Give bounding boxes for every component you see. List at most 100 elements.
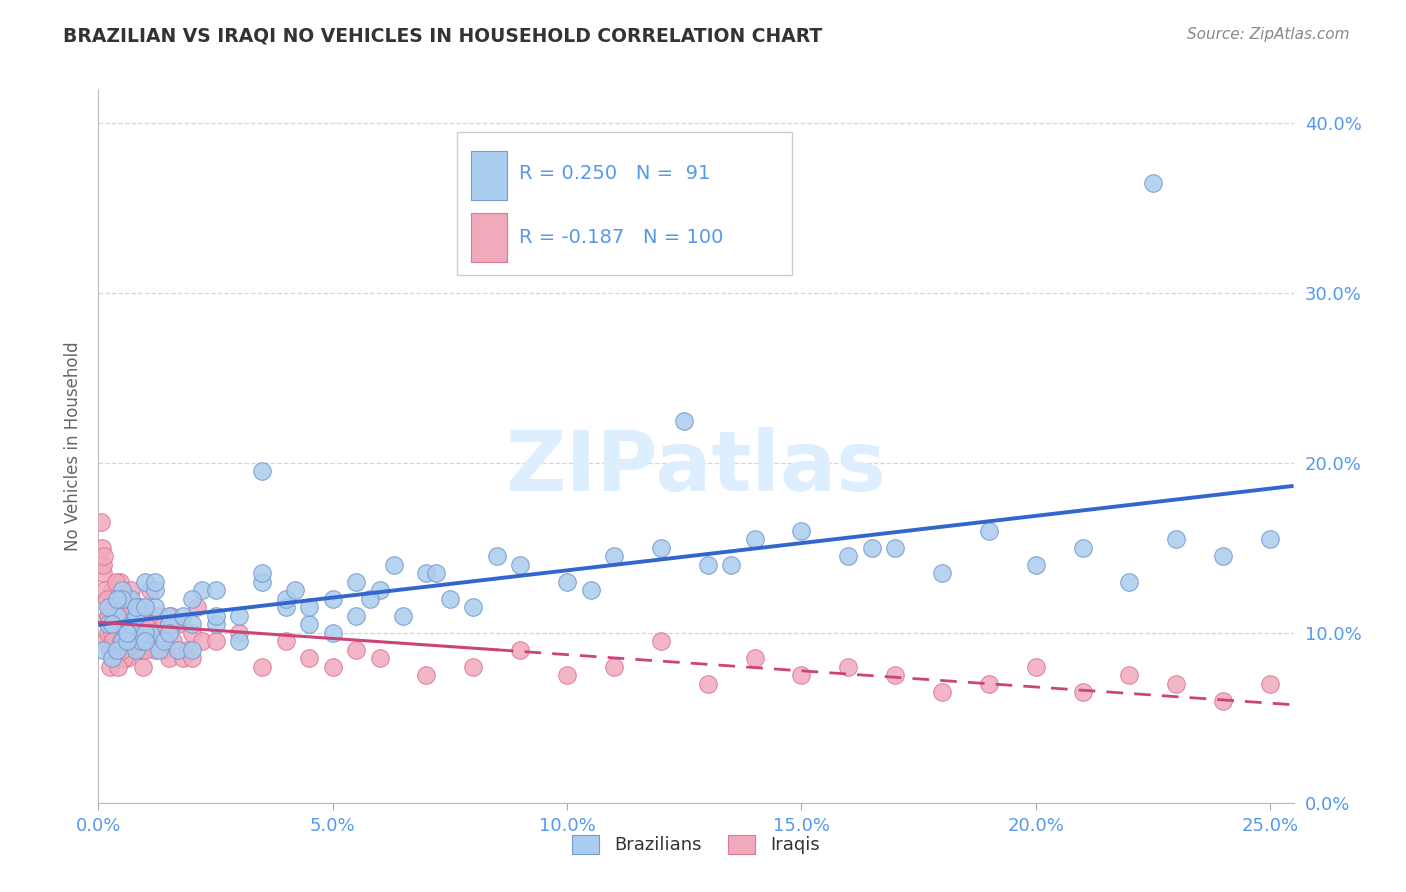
- Point: [97, 608, 120, 623]
- Point: [1025, 660, 1047, 674]
- Point: [1118, 668, 1140, 682]
- Point: [101, 651, 124, 665]
- Point: [160, 608, 183, 623]
- Point: [931, 566, 953, 581]
- Point: [344, 574, 367, 589]
- Point: [101, 617, 124, 632]
- Point: [157, 617, 180, 632]
- Point: [162, 634, 184, 648]
- Point: [104, 617, 127, 632]
- Point: [153, 643, 176, 657]
- Point: [96, 591, 118, 606]
- Point: [744, 651, 766, 665]
- Point: [127, 608, 149, 623]
- Point: [94, 583, 117, 598]
- Point: [157, 608, 180, 623]
- Point: [176, 643, 198, 657]
- Point: [252, 566, 274, 581]
- Point: [153, 634, 176, 648]
- Point: [91, 541, 114, 555]
- Point: [204, 583, 226, 598]
- Point: [105, 591, 128, 606]
- Point: [143, 643, 166, 657]
- Point: [228, 634, 250, 648]
- Point: [111, 591, 134, 606]
- Point: [344, 608, 367, 623]
- Point: [322, 626, 344, 640]
- Point: [252, 574, 274, 589]
- Point: [97, 600, 120, 615]
- Point: [392, 608, 415, 623]
- Point: [153, 617, 176, 632]
- Point: [111, 600, 134, 615]
- Point: [90, 516, 112, 530]
- FancyBboxPatch shape: [471, 152, 508, 200]
- Point: [111, 591, 134, 606]
- Point: [322, 591, 344, 606]
- Point: [884, 668, 907, 682]
- Point: [252, 465, 274, 479]
- Point: [931, 685, 953, 699]
- Point: [555, 574, 578, 589]
- Point: [1142, 176, 1164, 190]
- Point: [97, 617, 120, 632]
- Point: [190, 583, 212, 598]
- Point: [157, 626, 180, 640]
- Point: [105, 574, 128, 589]
- Y-axis label: No Vehicles in Household: No Vehicles in Household: [65, 341, 83, 551]
- Point: [696, 677, 718, 691]
- Point: [252, 660, 274, 674]
- Point: [111, 634, 134, 648]
- Point: [603, 549, 626, 564]
- Point: [125, 608, 148, 623]
- Point: [134, 643, 156, 657]
- Point: [673, 413, 696, 427]
- Point: [274, 600, 297, 615]
- Point: [101, 583, 124, 598]
- Point: [118, 626, 141, 640]
- Point: [132, 643, 155, 657]
- Point: [1025, 558, 1047, 572]
- Point: [111, 643, 134, 657]
- Point: [1166, 533, 1188, 547]
- Point: [101, 617, 124, 632]
- Point: [100, 626, 122, 640]
- Point: [509, 558, 531, 572]
- Point: [167, 643, 190, 657]
- Point: [186, 600, 208, 615]
- Point: [204, 608, 226, 623]
- Text: R = -0.187   N = 100: R = -0.187 N = 100: [519, 228, 724, 247]
- Point: [125, 600, 148, 615]
- Point: [181, 617, 204, 632]
- Point: [425, 566, 447, 581]
- Point: [298, 651, 321, 665]
- Point: [129, 634, 152, 648]
- Point: [134, 634, 156, 648]
- Point: [148, 608, 170, 623]
- Point: [790, 668, 813, 682]
- Point: [368, 583, 391, 598]
- Point: [579, 583, 602, 598]
- Point: [415, 566, 437, 581]
- Point: [111, 583, 134, 598]
- Point: [91, 558, 114, 572]
- Point: [509, 643, 531, 657]
- Point: [190, 634, 212, 648]
- Point: [884, 541, 907, 555]
- Point: [1118, 574, 1140, 589]
- Point: [172, 651, 194, 665]
- Point: [105, 608, 128, 623]
- Point: [228, 608, 250, 623]
- Point: [105, 626, 128, 640]
- Point: [120, 617, 142, 632]
- Point: [125, 600, 148, 615]
- Point: [125, 626, 148, 640]
- Point: [120, 600, 142, 615]
- Point: [115, 634, 138, 648]
- Point: [112, 651, 135, 665]
- Point: [115, 626, 138, 640]
- Point: [977, 677, 1000, 691]
- Point: [143, 574, 166, 589]
- Point: [97, 600, 120, 615]
- Point: [720, 558, 742, 572]
